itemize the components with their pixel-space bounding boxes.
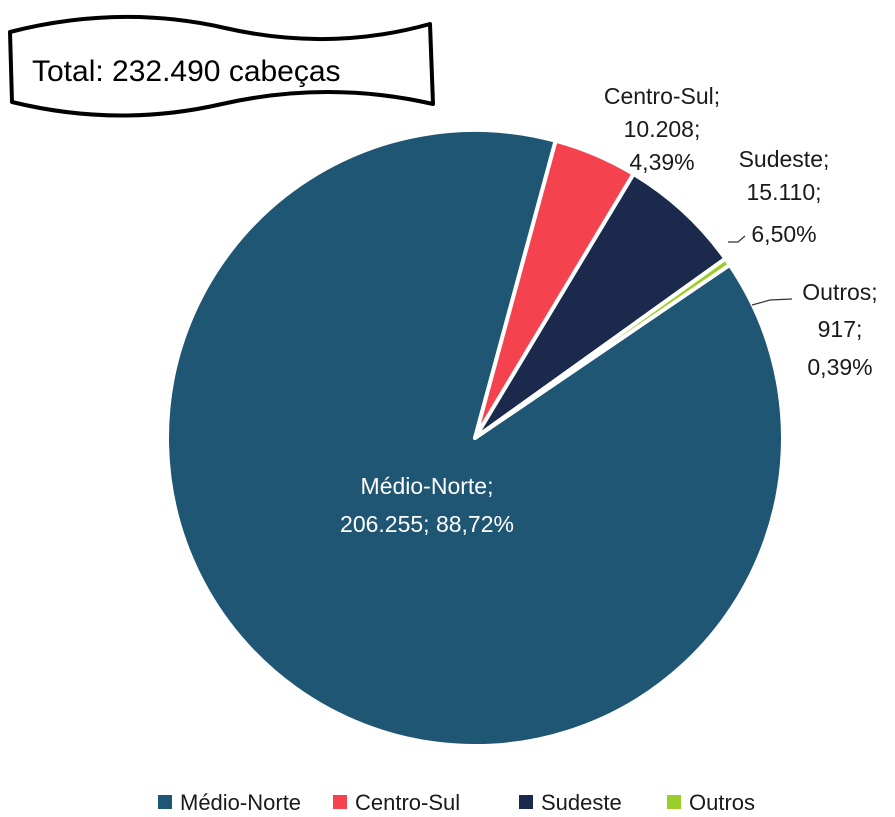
legend-swatch xyxy=(333,795,347,809)
legend-label: Sudeste xyxy=(541,790,622,815)
legend: Médio-Norte Centro-Sul Sudeste Outros xyxy=(158,790,755,815)
data-label-centro-sul-line-1: Centro-Sul; xyxy=(604,83,720,109)
data-label-sudeste-line-1: Sudeste; xyxy=(739,146,830,172)
data-label-m-dio-norte-line-2: 206.255; 88,72% xyxy=(340,511,514,537)
legend-swatch xyxy=(158,795,172,809)
legend-item-sudeste: Sudeste xyxy=(519,790,622,815)
data-label-centro-sul-line-2: 10.208; xyxy=(624,116,701,142)
data-label-outros-line-1: Outros; xyxy=(802,279,877,305)
data-label-outros-line-2: 917; xyxy=(818,316,863,342)
leader-line-sudeste xyxy=(728,235,746,243)
pie-slices xyxy=(165,128,785,748)
pie-slice-outros xyxy=(473,256,732,440)
legend-swatch xyxy=(667,795,681,809)
data-label-sudeste-line-2: 15.110; xyxy=(746,179,821,205)
data-label-outros-line-3: 0,39% xyxy=(807,354,872,380)
leader-line-outros xyxy=(751,298,793,306)
pie-slice-sudeste xyxy=(473,171,728,440)
legend-label: Outros xyxy=(689,790,755,815)
data-labels: Médio-Norte; 206.255; 88,72% Centro-Sul; 10… xyxy=(340,83,878,537)
total-callout-frame xyxy=(8,14,435,118)
data-label-sudeste-line-3: 6,50% xyxy=(751,221,816,247)
legend-label: Médio-Norte xyxy=(180,790,301,815)
legend-item-outros: Outros xyxy=(667,790,755,815)
label-leader-lines xyxy=(728,235,793,306)
legend-label: Centro-Sul xyxy=(355,790,460,815)
data-label-centro-sul-line-3: 4,39% xyxy=(629,149,694,175)
data-label-m-dio-norte-line-1: Médio-Norte; xyxy=(361,473,494,499)
legend-item-centro-sul: Centro-Sul xyxy=(333,790,460,815)
total-annotation: Total: 232.490 cabeças xyxy=(32,55,341,88)
legend-swatch xyxy=(519,795,533,809)
legend-item-m-dio-norte: Médio-Norte xyxy=(158,790,301,815)
total-callout: Total: 232.490 cabeças xyxy=(8,14,435,118)
